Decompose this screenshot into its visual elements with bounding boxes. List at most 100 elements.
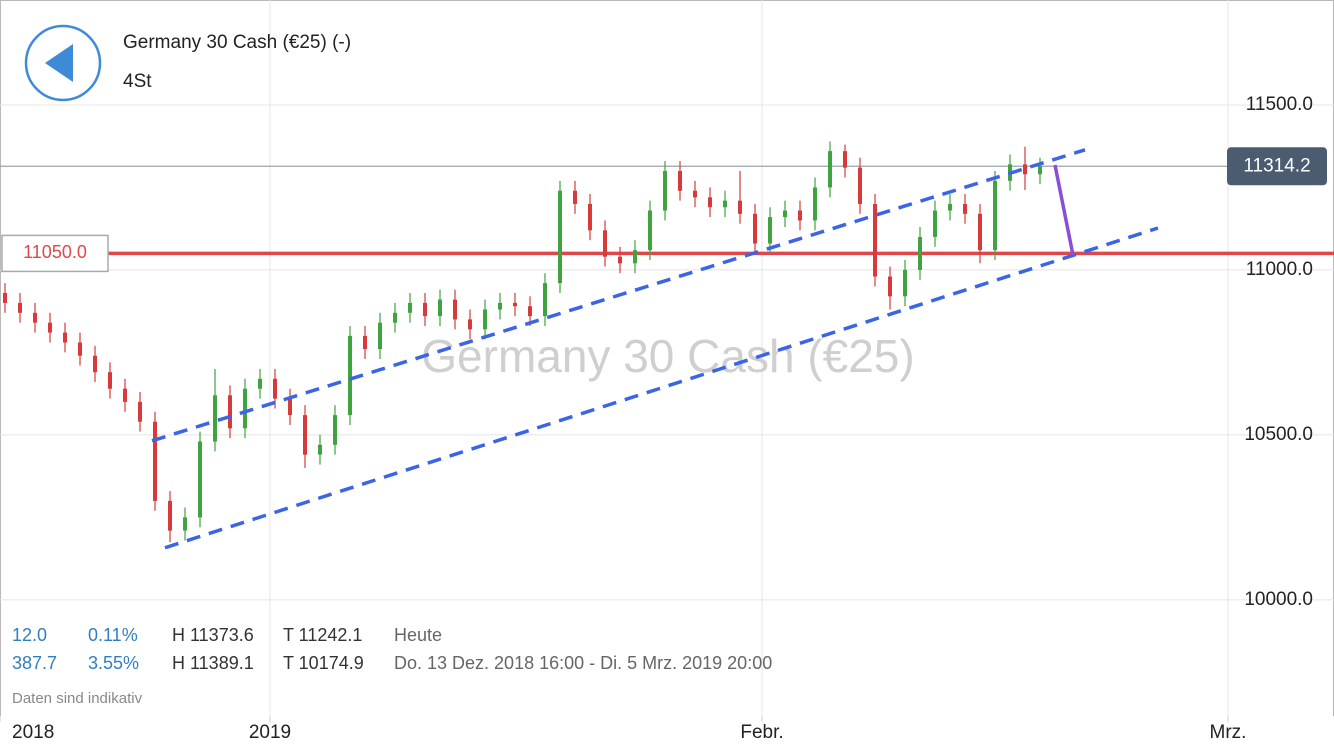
trend-line	[1053, 164, 1075, 256]
candle-body	[348, 335, 352, 416]
back-arrow[interactable]	[45, 44, 73, 82]
info-text: H 11389.1	[172, 653, 254, 673]
candle-body	[408, 302, 412, 313]
info-text: Heute	[394, 625, 442, 645]
y-tick-label: 10000.0	[1244, 589, 1313, 610]
candle-body	[273, 378, 277, 399]
candle-body	[573, 190, 577, 204]
x-axis-band	[0, 716, 1334, 750]
x-tick-label: 2019	[249, 722, 291, 743]
info-text: Do. 13 Dez. 2018 16:00 - Di. 5 Mrz. 2019…	[394, 653, 772, 673]
candle-body	[258, 378, 262, 389]
info-text: 12.0	[12, 625, 47, 645]
candle-body	[648, 210, 652, 251]
candle-body	[483, 309, 487, 330]
candle-body	[618, 256, 622, 264]
level-label-box	[1, 234, 109, 273]
marks-layer	[3, 141, 1334, 550]
candle-body	[468, 319, 472, 330]
candle-body	[303, 415, 307, 455]
candle-body	[123, 388, 127, 402]
x-tick-label: Mrz.	[1210, 722, 1247, 743]
candle-body	[753, 213, 757, 244]
candle-body	[678, 170, 682, 191]
interval: 4St	[123, 71, 152, 92]
candle-body	[513, 302, 517, 307]
current-price-box	[1227, 147, 1327, 186]
candle-body	[18, 302, 22, 313]
chart-title: Germany 30 Cash (€25) (-)	[123, 32, 351, 53]
candle-body	[153, 421, 157, 501]
candle-body	[933, 210, 937, 237]
candle-body	[1038, 166, 1042, 175]
info-text: 387.7	[12, 653, 57, 673]
info-text: 0.11%	[88, 625, 138, 645]
candle-body	[318, 444, 322, 455]
candle-body	[993, 180, 997, 251]
candle-body	[213, 395, 217, 442]
level-label: 11050.0	[23, 242, 87, 262]
candle-body	[963, 203, 967, 214]
current-price-label: 11314.2	[1243, 155, 1310, 176]
candle-body	[63, 332, 67, 343]
y-tick-label: 11500.0	[1246, 94, 1313, 115]
trend-line	[151, 148, 1086, 443]
candle-body	[363, 335, 367, 350]
info-text: T 11242.1	[283, 625, 362, 645]
x-tick-label: 2018	[12, 722, 54, 743]
candle-body	[843, 151, 847, 168]
candle-body	[198, 441, 202, 518]
overlay-layer: 10000.0 10500.0 11000.0 11500.0 2018 2019 Febr…	[0, 94, 1327, 743]
candle-body	[708, 197, 712, 208]
candle-body	[918, 236, 922, 270]
info-text: 3.55%	[88, 653, 139, 673]
candle-body	[873, 203, 877, 277]
candle-body	[948, 203, 952, 211]
candle-body	[243, 388, 247, 429]
candle-body	[978, 213, 982, 251]
candle-body	[888, 276, 892, 297]
y-tick-label: 10500.0	[1244, 424, 1313, 445]
candle-body	[1023, 164, 1027, 175]
candle-body	[693, 190, 697, 198]
candle-body	[378, 322, 382, 350]
candle-body	[738, 200, 742, 214]
watermark: Germany 30 Cash (€25)	[421, 330, 914, 382]
back-button[interactable]	[24, 24, 102, 102]
candle-body	[768, 217, 772, 244]
candle-body	[903, 269, 907, 297]
info-note: Daten sind indikativ	[12, 690, 143, 707]
candle-body	[138, 401, 142, 422]
candle-body	[543, 283, 547, 317]
candle-body	[453, 299, 457, 320]
candle-body	[423, 302, 427, 317]
candle-body	[288, 398, 292, 416]
candle-body	[498, 302, 502, 310]
candle-body	[633, 250, 637, 264]
candle-body	[108, 372, 112, 389]
candle-body	[558, 190, 562, 284]
candle-body	[783, 210, 787, 218]
candle-body	[228, 395, 232, 429]
grid-layer	[0, 0, 1334, 716]
candle-body	[858, 167, 862, 204]
y-tick-label: 11000.0	[1246, 259, 1313, 280]
candle-body	[183, 517, 187, 531]
info-text: H 11373.6	[172, 625, 254, 645]
candle-body	[438, 299, 442, 317]
candle-body	[663, 170, 667, 211]
candle-body	[393, 312, 397, 323]
candle-body	[723, 200, 727, 208]
candle-body	[333, 415, 337, 445]
candle-body	[798, 210, 802, 221]
candle-body	[603, 230, 607, 257]
candle-body	[93, 355, 97, 373]
candle-body	[48, 322, 52, 333]
info-text: T 10174.9	[283, 653, 364, 673]
candle-body	[828, 151, 832, 188]
candle-body	[813, 187, 817, 221]
candle-body	[78, 342, 82, 356]
